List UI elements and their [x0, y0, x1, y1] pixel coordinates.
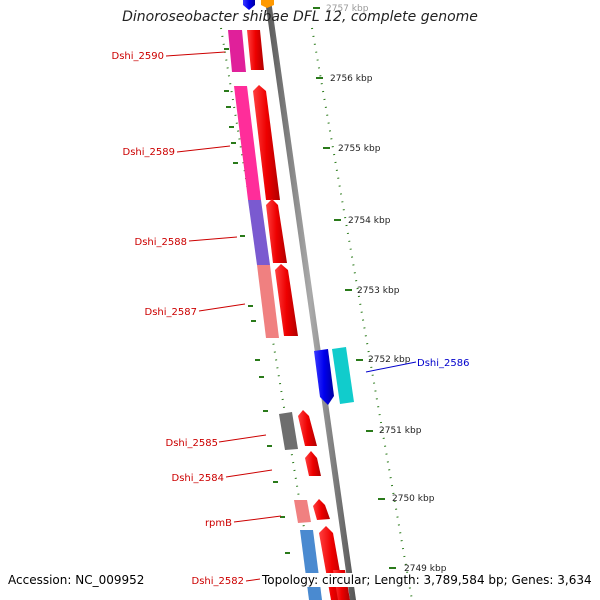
gene-block-dshi-2582[interactable]	[300, 530, 322, 600]
scale-label-2755: 2755 kbp	[338, 144, 381, 154]
leader-dshi-2585	[218, 434, 267, 443]
gene-arrow-dshi-2589[interactable]	[253, 85, 280, 200]
gene-label-dshi-2587[interactable]: Dshi_2587	[145, 307, 197, 318]
gene-block-dshi-2585[interactable]	[279, 412, 298, 450]
gene-label-dshi-2584[interactable]: Dshi_2584	[172, 473, 224, 484]
gene-arrow-dshi-2585[interactable]	[298, 410, 317, 446]
scale-label-2757: 2757 kbp	[326, 4, 369, 14]
map-title: Dinoroseobacter shibae DFL 12, complete …	[122, 9, 478, 25]
gene-arrow-dshi-2584[interactable]	[305, 451, 321, 476]
gene-block-top-blue[interactable]	[243, 0, 255, 10]
scale-label-2752: 2752 kbp	[368, 355, 411, 365]
gene-arrow-dshi-2588[interactable]	[266, 199, 287, 263]
leader-dshi-2587	[198, 303, 246, 312]
scale-label-2751: 2751 kbp	[379, 426, 422, 436]
gene-block-dshi-2588[interactable]	[248, 200, 270, 265]
gene-label-dshi-2588[interactable]: Dshi_2588	[135, 237, 187, 248]
leader-dshi-2586	[365, 361, 417, 373]
gene-arrow-dshi-2590[interactable]	[247, 30, 264, 70]
left-ticks	[224, 48, 290, 554]
gene-block-dshi-2590[interactable]	[228, 30, 246, 72]
scale-label-2750: 2750 kbp	[392, 494, 435, 504]
gene-label-dshi-2582[interactable]: Dshi_2582	[192, 576, 244, 587]
leader-dshi-2584	[225, 469, 273, 478]
genome-backbone	[265, 0, 356, 600]
leader-dshi-2589	[176, 145, 231, 153]
gene-block-dshi-2587[interactable]	[257, 265, 279, 338]
gene-block-dshi-2586[interactable]	[332, 347, 354, 404]
gene-block-dshi-2589[interactable]	[234, 86, 261, 200]
gene-label-rpmB[interactable]: rpmB	[205, 518, 232, 529]
gene-block-top-orange[interactable]	[261, 0, 274, 8]
gene-label-dshi-2590[interactable]: Dshi_2590	[112, 51, 164, 62]
gene-label-dshi-2586[interactable]: Dshi_2586	[417, 358, 469, 369]
gene-arrow-rpmB[interactable]	[313, 499, 330, 520]
gene-label-dshi-2585[interactable]: Dshi_2585	[166, 438, 218, 449]
genome-summary-text: Topology: circular; Length: 3,789,584 bp…	[260, 573, 592, 587]
scale-label-2756: 2756 kbp	[330, 74, 373, 84]
left-dotted-track	[220, 27, 317, 600]
leader-rpmB	[233, 515, 282, 523]
scale-label-2749: 2749 kbp	[404, 564, 447, 574]
leader-dshi-2590	[165, 51, 226, 57]
scale-label-2753: 2753 kbp	[357, 286, 400, 296]
gene-arrow-dshi-2586-blue[interactable]	[314, 349, 334, 405]
gene-arrow-dshi-2587[interactable]	[275, 264, 298, 336]
scale-label-2754: 2754 kbp	[348, 216, 391, 226]
accession-text: Accession: NC_009952	[8, 573, 145, 587]
gene-label-dshi-2589[interactable]: Dshi_2589	[123, 147, 175, 158]
right-dotted-track	[311, 27, 413, 600]
right-ticks	[313, 7, 396, 569]
leader-dshi-2588	[188, 236, 238, 242]
gene-block-rpmB[interactable]	[294, 500, 311, 523]
